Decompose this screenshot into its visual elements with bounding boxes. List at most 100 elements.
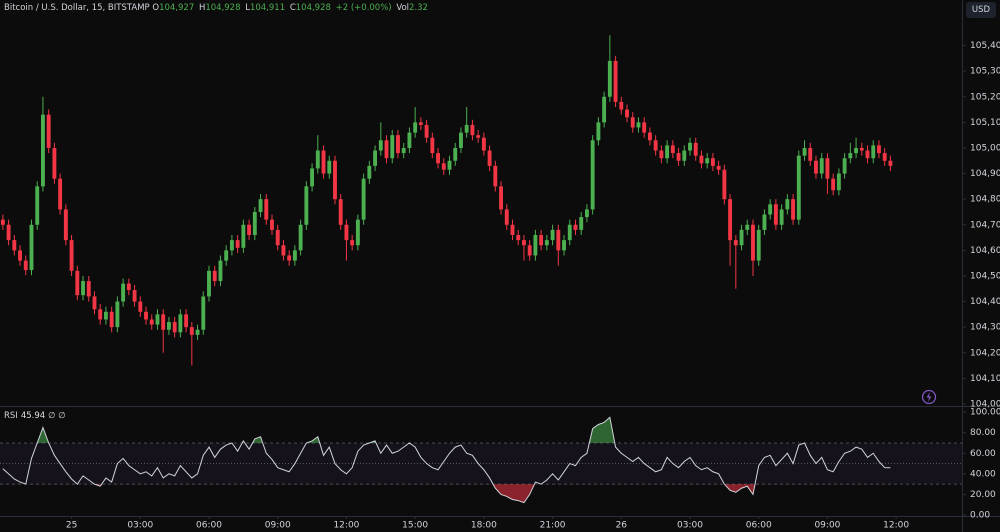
- candle-body: [888, 160, 893, 166]
- legend-key: C: [289, 3, 296, 13]
- candle-body: [361, 178, 366, 220]
- candle-body: [647, 132, 652, 141]
- candle-body: [161, 314, 166, 330]
- candle-body: [441, 163, 446, 170]
- candle-body: [413, 122, 418, 133]
- candle-body: [424, 124, 429, 138]
- candle-body: [470, 124, 475, 136]
- candle-body: [98, 309, 103, 320]
- candle-body: [602, 96, 607, 123]
- candle-body: [252, 211, 257, 235]
- candle-body: [401, 147, 406, 154]
- candle-body: [367, 165, 372, 179]
- candle-body: [207, 270, 211, 297]
- candle-body: [384, 140, 389, 159]
- candle-body: [115, 301, 120, 328]
- volume-value: 2.32: [409, 3, 428, 13]
- y-tick-label: 104,500: [970, 271, 1000, 281]
- candle-body: [710, 158, 715, 166]
- candle-body: [596, 122, 601, 141]
- candle-body: [0, 219, 5, 225]
- x-tick-label: 06:00: [746, 521, 772, 531]
- symbol-title: Bitcoin / U.S. Dollar, 15, BITSTAMP: [4, 3, 150, 13]
- candle-body: [453, 147, 458, 161]
- candle-body: [865, 150, 870, 159]
- y-tick-label: 104,000: [970, 399, 1000, 409]
- candle-body: [808, 147, 813, 161]
- candle-body: [527, 245, 532, 256]
- candle-body: [46, 114, 51, 148]
- candle-body: [550, 229, 555, 241]
- candle-body: [235, 240, 240, 248]
- candle-body: [579, 217, 584, 230]
- legend-key: O: [152, 3, 160, 13]
- candle-body: [12, 240, 17, 251]
- candle-body: [270, 219, 274, 230]
- candle-body: [836, 173, 841, 191]
- candle-body: [315, 150, 320, 169]
- x-tick-label: 12:00: [333, 521, 359, 531]
- candle-body: [327, 160, 332, 174]
- candle-body: [773, 204, 778, 225]
- candle-body: [430, 137, 435, 154]
- candle-body: [716, 165, 721, 170]
- candle-body: [86, 281, 91, 297]
- rsi-pane: [0, 416, 962, 504]
- candle-body: [476, 135, 481, 138]
- candle-body: [373, 150, 378, 166]
- x-tick-label: 15:00: [402, 521, 428, 531]
- candle-body: [447, 160, 452, 170]
- candle-body: [344, 224, 349, 241]
- rsi-name: RSI: [4, 411, 18, 421]
- legend-value: 104,927: [159, 3, 195, 13]
- candle-body: [590, 140, 595, 210]
- candle-body: [642, 122, 647, 133]
- rsi-y-tick-label: 100.00: [970, 408, 1000, 418]
- currency-badge[interactable]: USD: [966, 2, 996, 18]
- candle-body: [355, 219, 360, 246]
- candle-body: [825, 158, 830, 179]
- candle-body: [619, 101, 624, 110]
- x-tick-label: 26: [616, 521, 628, 531]
- candle-body: [35, 186, 40, 225]
- candle-body: [814, 160, 818, 174]
- x-tick-label: 09:00: [265, 521, 291, 531]
- candle-body: [665, 145, 670, 159]
- candle-body: [607, 60, 612, 97]
- candle-body: [321, 150, 326, 174]
- candle-body: [58, 178, 63, 210]
- candle-body: [132, 290, 137, 302]
- candle-body: [287, 255, 292, 261]
- candle-body: [63, 209, 68, 241]
- candle-body: [745, 224, 750, 230]
- candle-body: [103, 311, 108, 320]
- candle-body: [144, 311, 148, 320]
- candle-body: [407, 132, 412, 148]
- candle-body: [539, 234, 544, 246]
- candle-body: [487, 150, 492, 166]
- candle-body: [481, 137, 486, 151]
- candle-body: [562, 240, 566, 251]
- candle-body: [877, 145, 881, 154]
- rsi-y-tick-label: 0.00: [970, 510, 990, 520]
- candle-body: [785, 199, 790, 210]
- legend-key: L: [245, 3, 250, 13]
- candle-body: [304, 186, 309, 225]
- x-tick-label: 03:00: [677, 521, 703, 531]
- candle-body: [418, 122, 423, 125]
- rsi-icons: ∅ ∅: [48, 411, 66, 421]
- candle-body: [584, 209, 589, 218]
- candle-body: [247, 224, 252, 235]
- candle-body: [224, 250, 229, 261]
- candle-body: [229, 240, 234, 251]
- candle-body: [184, 314, 189, 328]
- lightning-icon[interactable]: [921, 389, 937, 405]
- candle-body: [854, 147, 859, 154]
- candle-body: [676, 153, 681, 161]
- candle-body: [258, 199, 263, 212]
- candle-body: [819, 158, 824, 174]
- rsi-y-tick-label: 80.00: [970, 428, 996, 438]
- x-tick-label: 06:00: [196, 521, 222, 531]
- candle-body: [722, 169, 727, 200]
- x-tick-label: 09:00: [814, 521, 840, 531]
